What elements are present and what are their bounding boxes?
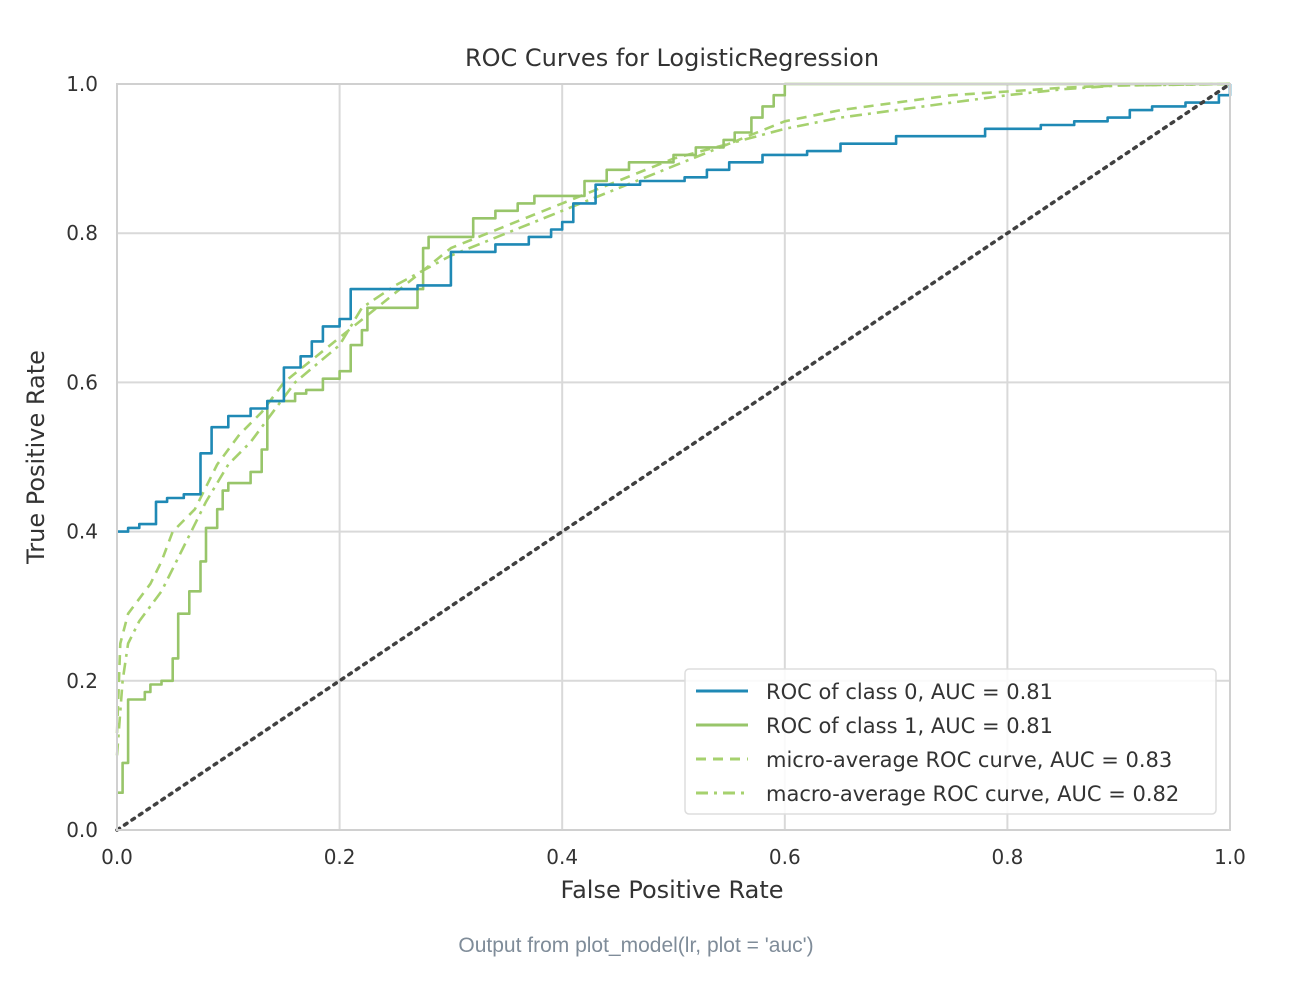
- x-tick-label: 0.4: [546, 845, 578, 869]
- y-tick-label: 0.6: [66, 370, 98, 394]
- x-tick-label: 0.8: [991, 845, 1023, 869]
- x-tick-label: 0.6: [769, 845, 801, 869]
- legend-label: ROC of class 1, AUC = 0.81: [766, 714, 1053, 738]
- x-tick-label: 1.0: [1214, 845, 1246, 869]
- y-tick-label: 0.0: [66, 818, 98, 842]
- chart-title: ROC Curves for LogisticRegression: [465, 44, 879, 72]
- legend-label: ROC of class 0, AUC = 0.81: [766, 680, 1053, 704]
- y-tick-label: 0.8: [66, 221, 98, 245]
- y-tick-label: 0.2: [66, 669, 98, 693]
- y-axis-label: True Positive Rate: [22, 350, 50, 565]
- figure-caption: Output from plot_model(lr, plot = 'auc'): [0, 934, 1272, 958]
- y-tick-label: 1.0: [66, 72, 98, 96]
- legend-label: macro-average ROC curve, AUC = 0.82: [766, 782, 1179, 806]
- x-axis-label: False Positive Rate: [560, 876, 783, 904]
- x-tick-label: 0.0: [101, 845, 133, 869]
- x-tick-label: 0.2: [324, 845, 356, 869]
- roc-chart: 0.0 0.2 0.4 0.6 0.8 1.0 0.0 0.2 0.4 0.6 0.8 1.0 ROC…: [0, 0, 1298, 920]
- legend: ROC of class 0, AUC = 0.81 ROC of class 1…: [685, 669, 1216, 814]
- y-tick-label: 0.4: [66, 520, 98, 544]
- legend-label: micro-average ROC curve, AUC = 0.83: [766, 748, 1172, 772]
